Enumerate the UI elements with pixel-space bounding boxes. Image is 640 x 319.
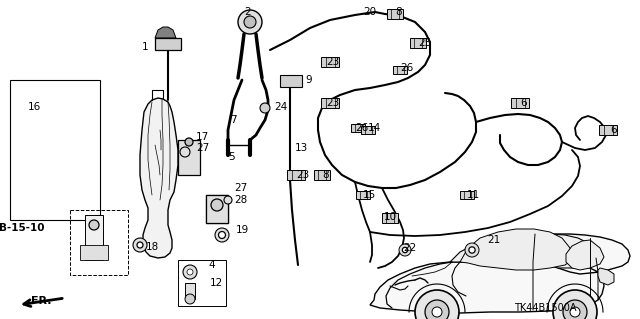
- Circle shape: [465, 243, 479, 257]
- Text: 26: 26: [400, 63, 413, 73]
- Text: 20: 20: [364, 7, 376, 17]
- Text: 6: 6: [610, 125, 616, 135]
- Polygon shape: [356, 191, 370, 199]
- Circle shape: [403, 247, 408, 253]
- Text: 8: 8: [322, 170, 328, 180]
- Circle shape: [563, 300, 587, 319]
- Polygon shape: [410, 38, 426, 48]
- Circle shape: [238, 10, 262, 34]
- Bar: [185, 283, 195, 299]
- Circle shape: [180, 147, 190, 157]
- Polygon shape: [287, 170, 305, 181]
- Text: 28: 28: [234, 195, 247, 205]
- Text: 4: 4: [208, 260, 214, 270]
- Circle shape: [89, 220, 99, 230]
- Polygon shape: [155, 27, 176, 38]
- Circle shape: [137, 242, 143, 248]
- Polygon shape: [321, 98, 339, 108]
- Bar: [178, 260, 226, 306]
- Text: 27: 27: [234, 183, 247, 193]
- Polygon shape: [321, 56, 339, 67]
- Polygon shape: [511, 98, 529, 108]
- Text: 6: 6: [520, 98, 527, 108]
- Circle shape: [415, 290, 459, 319]
- Circle shape: [218, 232, 225, 239]
- Bar: [280, 75, 302, 87]
- Circle shape: [244, 16, 256, 28]
- Text: 1: 1: [141, 42, 148, 52]
- Text: 2: 2: [244, 7, 252, 17]
- Circle shape: [224, 196, 232, 204]
- Circle shape: [185, 294, 195, 304]
- Text: 12: 12: [210, 278, 223, 288]
- Bar: [206, 195, 228, 223]
- Bar: [80, 245, 108, 260]
- Circle shape: [211, 199, 223, 211]
- Circle shape: [183, 265, 197, 279]
- Text: 15: 15: [363, 190, 376, 200]
- Text: 22: 22: [403, 243, 417, 253]
- Polygon shape: [387, 9, 403, 19]
- Text: 26: 26: [355, 123, 368, 133]
- Circle shape: [570, 307, 580, 317]
- Text: 25: 25: [418, 38, 431, 48]
- Polygon shape: [351, 124, 365, 132]
- Polygon shape: [140, 98, 178, 258]
- Polygon shape: [450, 234, 596, 268]
- Circle shape: [133, 238, 147, 252]
- Circle shape: [469, 247, 475, 253]
- Polygon shape: [361, 126, 375, 134]
- Text: 17: 17: [196, 132, 209, 142]
- Text: 13: 13: [295, 143, 308, 153]
- Bar: [85, 215, 103, 260]
- Polygon shape: [598, 268, 614, 285]
- Text: 10: 10: [383, 212, 397, 222]
- Bar: [70, 210, 128, 275]
- Polygon shape: [460, 229, 572, 270]
- Text: 8: 8: [395, 7, 402, 17]
- Text: B-15-10: B-15-10: [0, 223, 44, 233]
- Text: 19: 19: [236, 225, 249, 235]
- Polygon shape: [314, 170, 330, 180]
- Bar: [10, 80, 100, 220]
- Text: TK44B1500A: TK44B1500A: [514, 303, 576, 313]
- Text: 23: 23: [296, 170, 309, 180]
- Text: 7: 7: [230, 115, 237, 125]
- Text: FR.: FR.: [31, 296, 52, 306]
- Circle shape: [425, 300, 449, 319]
- Text: 23: 23: [326, 57, 339, 67]
- Text: 5: 5: [228, 152, 235, 162]
- Circle shape: [399, 244, 411, 256]
- Bar: [178, 140, 200, 175]
- Text: 27: 27: [196, 143, 209, 153]
- Text: 21: 21: [487, 235, 500, 245]
- Text: 18: 18: [145, 242, 159, 252]
- Polygon shape: [460, 191, 474, 199]
- Circle shape: [260, 103, 270, 113]
- Circle shape: [185, 138, 193, 146]
- Polygon shape: [393, 66, 407, 74]
- Circle shape: [187, 269, 193, 275]
- Circle shape: [215, 228, 229, 242]
- Text: 9: 9: [305, 75, 312, 85]
- Bar: [155, 38, 181, 50]
- Polygon shape: [370, 234, 630, 313]
- Circle shape: [432, 307, 442, 317]
- Text: 16: 16: [28, 102, 41, 112]
- Text: 11: 11: [467, 190, 480, 200]
- Polygon shape: [566, 240, 604, 270]
- Polygon shape: [18, 92, 62, 192]
- Text: 14: 14: [368, 123, 381, 133]
- Text: 24: 24: [274, 102, 287, 112]
- Polygon shape: [599, 125, 617, 135]
- Text: 23: 23: [326, 98, 339, 108]
- Polygon shape: [382, 213, 398, 223]
- Circle shape: [553, 290, 597, 319]
